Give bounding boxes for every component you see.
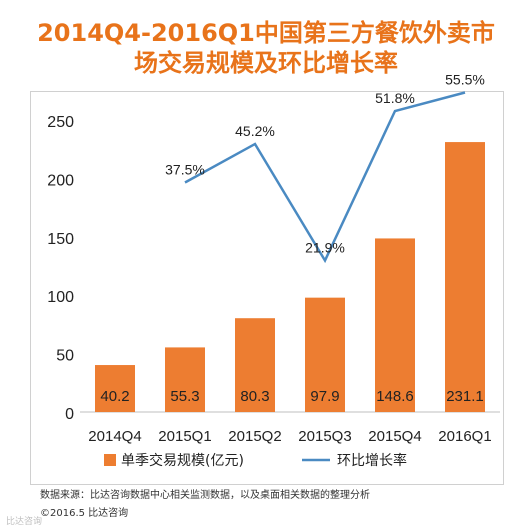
- copyright-note: ©2016.5 比达咨询: [40, 508, 129, 519]
- x-tick-label: 2015Q3: [298, 428, 351, 445]
- watermark: 比达咨询: [6, 517, 43, 527]
- bar: [95, 365, 135, 412]
- bar-value-label: 40.2: [100, 388, 129, 405]
- y-tick-label: 50: [56, 348, 74, 365]
- bar-value-label: 231.1: [446, 388, 484, 405]
- growth-rate-label: 45.2%: [235, 123, 275, 139]
- source-note: 数据来源：比达咨询数据中心相关监测数据，以及桌面相关数据的整理分析: [40, 490, 370, 501]
- chart-title-line1: 2014Q4-2016Q1中国第三方餐饮外卖市: [37, 19, 495, 47]
- bar-value-label: 148.6: [376, 388, 414, 405]
- x-tick-label: 2016Q1: [438, 428, 491, 445]
- x-tick-label: 2015Q2: [228, 428, 281, 445]
- chart-title-line2: 场交易规模及环比增长率: [134, 49, 398, 77]
- bar-value-label: 80.3: [240, 388, 269, 405]
- bar: [445, 142, 485, 412]
- y-tick-label: 150: [47, 231, 74, 248]
- y-tick-label: 100: [47, 289, 74, 306]
- bar-value-label: 97.9: [310, 388, 339, 405]
- chart-frame: [30, 91, 504, 485]
- bar: [375, 238, 415, 412]
- legend-bar-swatch: [104, 454, 116, 466]
- growth-rate-line: [184, 91, 466, 264]
- y-tick-label: 200: [47, 172, 74, 189]
- bar: [165, 347, 205, 412]
- legend-bar-label: 单季交易规模(亿元): [121, 452, 244, 469]
- growth-rate-label: 55.5%: [445, 72, 485, 88]
- legend-line-label: 环比增长率: [337, 452, 407, 469]
- growth-rate-label: 21.9%: [305, 240, 345, 256]
- y-tick-label: 250: [47, 114, 74, 131]
- bar-value-label: 55.3: [170, 388, 199, 405]
- x-tick-label: 2014Q4: [88, 428, 141, 445]
- y-tick-label: 0: [65, 406, 74, 423]
- bar: [305, 297, 345, 412]
- bar: [235, 318, 275, 412]
- x-tick-label: 2015Q1: [158, 428, 211, 445]
- x-tick-label: 2015Q4: [368, 428, 421, 445]
- growth-rate-label: 37.5%: [165, 162, 205, 178]
- growth-rate-label: 51.8%: [375, 90, 415, 106]
